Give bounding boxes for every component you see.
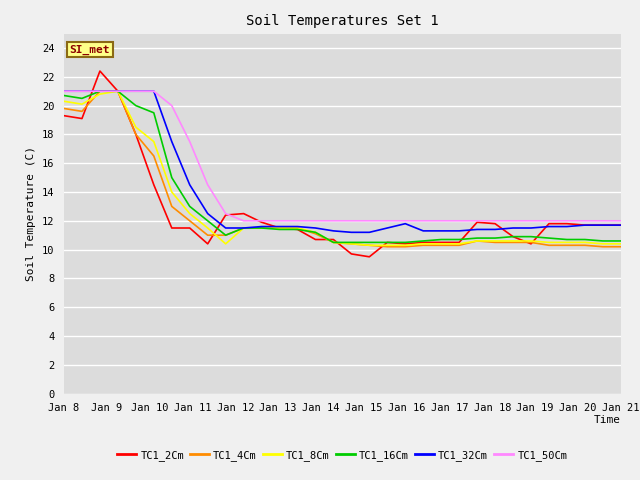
Legend: TC1_2Cm, TC1_4Cm, TC1_8Cm, TC1_16Cm, TC1_32Cm, TC1_50Cm: TC1_2Cm, TC1_4Cm, TC1_8Cm, TC1_16Cm, TC1… xyxy=(113,445,572,465)
Title: Soil Temperatures Set 1: Soil Temperatures Set 1 xyxy=(246,14,438,28)
X-axis label: Time: Time xyxy=(594,415,621,425)
Y-axis label: Soil Temperature (C): Soil Temperature (C) xyxy=(26,146,36,281)
Text: SI_met: SI_met xyxy=(70,44,110,55)
